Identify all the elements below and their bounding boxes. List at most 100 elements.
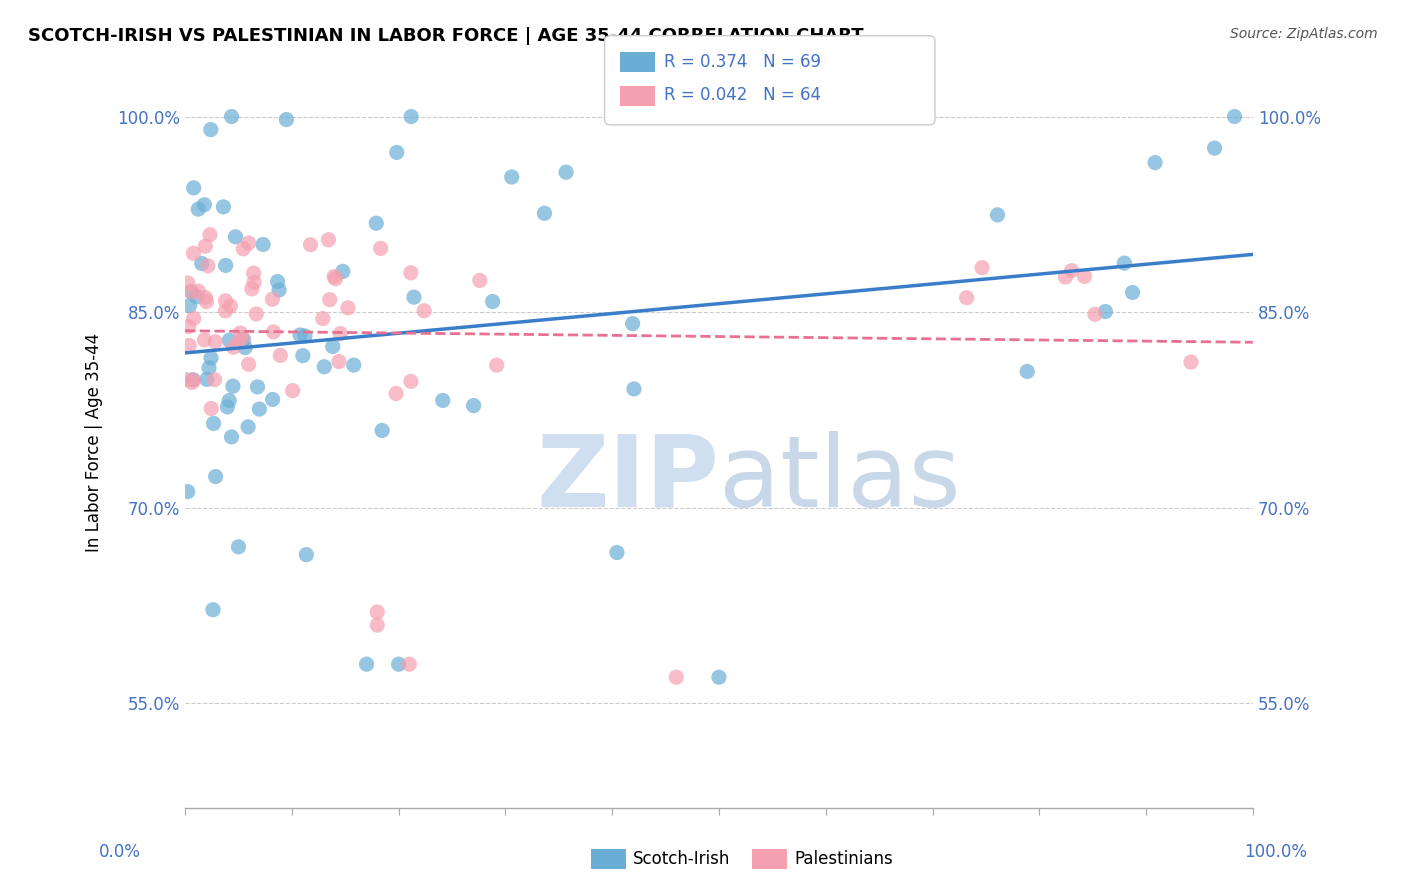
Point (187, 284, 209, 298)
Point (398, 657, 420, 672)
Text: 0.0%: 0.0% (98, 843, 141, 861)
Point (228, 540, 250, 554)
Point (606, 545, 628, 559)
Point (181, 373, 204, 387)
Point (180, 285, 202, 299)
Point (266, 275, 288, 289)
Point (294, 329, 316, 343)
Point (214, 293, 236, 308)
Text: atlas: atlas (718, 431, 960, 527)
Point (200, 401, 222, 416)
Point (202, 417, 225, 431)
Text: R = 0.374   N = 69: R = 0.374 N = 69 (664, 53, 821, 70)
Point (179, 299, 201, 313)
Point (291, 349, 314, 363)
Point (1084, 307, 1107, 321)
Point (247, 402, 270, 417)
Point (204, 373, 226, 387)
Point (322, 339, 344, 353)
Point (238, 235, 260, 250)
Point (1114, 256, 1136, 270)
Point (1073, 269, 1095, 284)
Point (243, 275, 266, 289)
Point (276, 112, 298, 127)
Point (463, 399, 485, 413)
Point (332, 264, 354, 278)
Point (214, 304, 236, 318)
Point (1054, 270, 1077, 285)
Point (1017, 364, 1039, 378)
Point (197, 259, 219, 273)
Point (183, 373, 205, 387)
Point (214, 259, 236, 273)
Point (343, 358, 366, 372)
Point (183, 311, 205, 326)
Point (299, 237, 322, 252)
Point (219, 299, 242, 313)
Point (319, 293, 342, 307)
Point (222, 340, 245, 354)
Point (221, 430, 243, 444)
Point (1060, 263, 1083, 277)
Point (236, 420, 259, 434)
Point (328, 354, 350, 368)
Point (399, 110, 422, 124)
Point (323, 269, 346, 284)
Point (314, 359, 336, 374)
Point (366, 216, 388, 230)
Point (432, 393, 454, 408)
Point (177, 276, 200, 290)
Point (555, 165, 578, 179)
Point (218, 393, 240, 408)
Point (402, 290, 425, 304)
Point (201, 603, 224, 617)
Point (970, 260, 993, 275)
Point (194, 239, 217, 253)
Point (262, 392, 284, 407)
Point (177, 484, 200, 499)
Point (325, 271, 347, 285)
Y-axis label: In Labor Force | Age 35-44: In Labor Force | Age 35-44 (86, 333, 103, 552)
Point (262, 292, 284, 306)
Point (956, 291, 979, 305)
Point (217, 400, 239, 414)
Point (481, 294, 503, 309)
Point (366, 618, 388, 632)
Point (224, 229, 246, 244)
Point (485, 358, 508, 372)
Text: ZIP: ZIP (536, 431, 718, 527)
Point (232, 333, 254, 347)
Point (195, 372, 218, 386)
Point (1094, 304, 1116, 318)
Point (193, 198, 215, 212)
Point (252, 237, 274, 252)
Point (195, 294, 218, 309)
Point (263, 325, 285, 339)
Point (1180, 355, 1202, 369)
Point (399, 375, 422, 389)
Point (385, 386, 408, 401)
Point (233, 341, 256, 355)
Point (229, 326, 252, 340)
Point (200, 351, 222, 365)
Point (665, 670, 688, 684)
Point (200, 122, 222, 136)
Point (187, 202, 209, 216)
Point (468, 273, 491, 287)
Point (336, 301, 359, 315)
Point (501, 169, 523, 184)
Point (388, 657, 411, 672)
Point (238, 357, 260, 371)
Point (183, 246, 205, 260)
Point (295, 548, 318, 562)
Point (198, 360, 221, 375)
Point (329, 326, 352, 341)
Point (174, 373, 197, 387)
Point (231, 331, 253, 345)
Point (1204, 141, 1226, 155)
Point (366, 605, 388, 619)
Point (1223, 110, 1246, 124)
Point (533, 206, 555, 220)
Point (413, 303, 436, 318)
Point (222, 379, 245, 393)
